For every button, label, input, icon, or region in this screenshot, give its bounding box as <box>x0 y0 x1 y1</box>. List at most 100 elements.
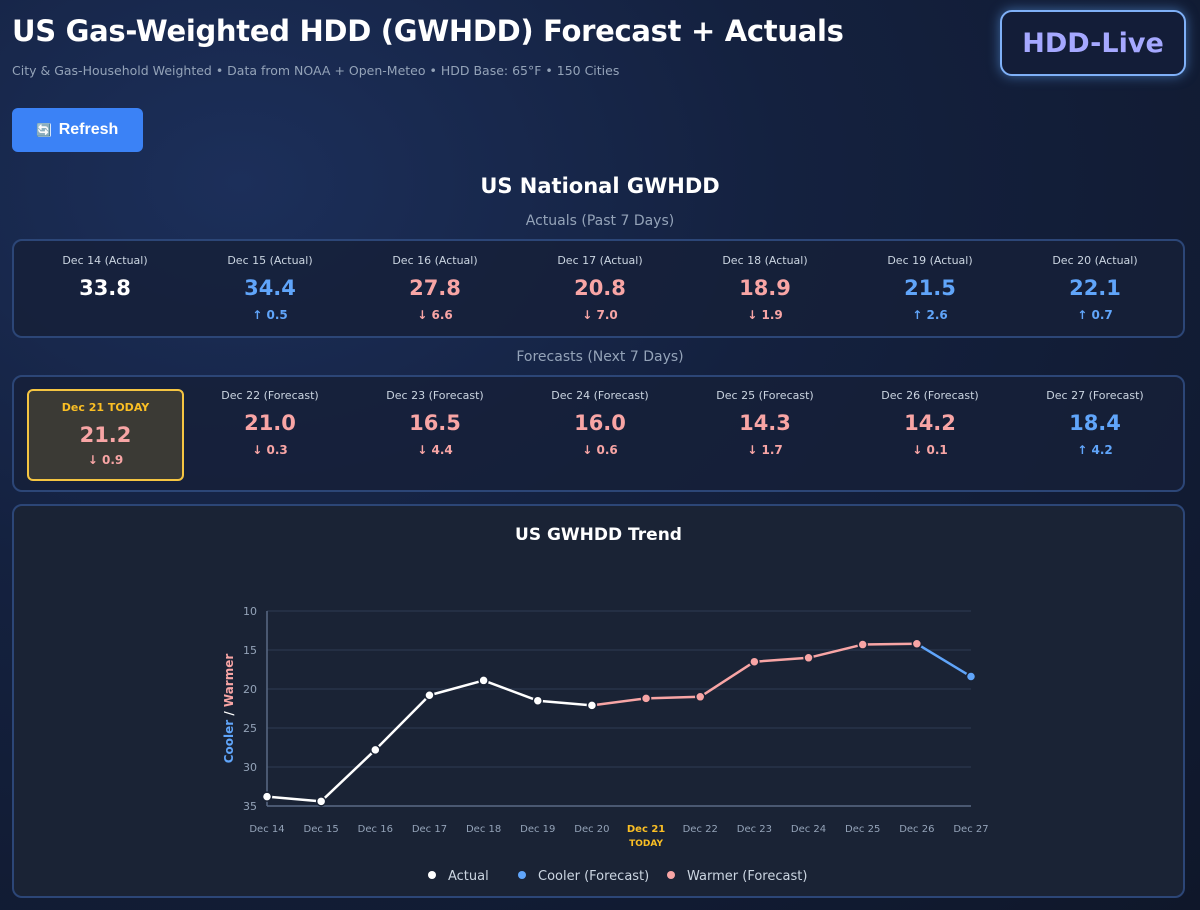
day-card-label: Dec 19 (Actual) <box>887 254 973 267</box>
day-card-label: Dec 14 (Actual) <box>62 254 148 267</box>
series-line-segment <box>265 795 323 803</box>
series-line-segment <box>915 642 973 678</box>
data-point <box>478 675 489 686</box>
day-card: Dec 23 (Forecast) 16.5 ↓ 4.4 <box>357 389 513 457</box>
day-card-change: ↓ 1.9 <box>747 308 783 322</box>
day-card-label: Dec 27 (Forecast) <box>1046 389 1144 402</box>
day-card-label: Dec 15 (Actual) <box>227 254 313 267</box>
x-tick-label: Dec 23 <box>737 824 772 835</box>
data-point <box>424 689 435 701</box>
forecasts-label: Forecasts (Next 7 Days) <box>516 349 684 365</box>
series-line-segment <box>807 643 864 660</box>
day-card: Dec 15 (Actual) 34.4 ↑ 0.5 <box>192 254 348 322</box>
section-title: US National GWHDD <box>480 174 720 198</box>
day-card-change: ↓ 4.4 <box>417 443 453 457</box>
legend-marker <box>518 871 526 879</box>
series-line-segment <box>482 679 540 702</box>
day-card: Dec 19 (Actual) 21.5 ↑ 2.6 <box>852 254 1008 322</box>
day-card: Dec 16 (Actual) 27.8 ↓ 6.6 <box>357 254 513 322</box>
legend-label: Cooler (Forecast) <box>538 869 649 884</box>
day-card-value: 18.9 <box>739 276 791 300</box>
series-line-segment <box>753 656 810 663</box>
y-axis-label-part: Warmer <box>222 654 236 707</box>
day-card-change: ↑ 0.5 <box>252 308 288 322</box>
day-card-label: Dec 24 (Forecast) <box>551 389 649 402</box>
day-card-change: ↓ 1.7 <box>747 443 783 457</box>
today-value: 21.2 <box>79 423 132 447</box>
series-line-segment <box>861 642 919 646</box>
day-card-value: 34.4 <box>244 276 296 300</box>
day-card-label: Dec 22 (Forecast) <box>221 389 319 402</box>
y-axis-label-part: / <box>222 707 236 720</box>
actuals-panel: Dec 14 (Actual) 33.8 Dec 15 (Actual) 34.4 ↑ … <box>12 239 1185 338</box>
day-card: Dec 20 (Actual) 22.1 ↑ 0.7 <box>1017 254 1173 322</box>
day-card-label: Dec 17 (Actual) <box>557 254 643 267</box>
day-card-value: 14.3 <box>739 411 791 435</box>
refresh-icon: 🔄 <box>36 123 52 137</box>
day-card-change: ↓ 0.6 <box>582 443 618 457</box>
data-point <box>857 639 868 650</box>
day-card-value: 21.0 <box>244 411 296 435</box>
day-card-change: ↑ 4.2 <box>1077 443 1113 457</box>
legend-label: Warmer (Forecast) <box>687 869 807 884</box>
data-point <box>315 796 327 807</box>
y-tick-label: 30 <box>243 761 257 774</box>
series-line-segment <box>590 697 648 707</box>
day-card-label: Dec 26 (Forecast) <box>881 389 979 402</box>
day-card-change: ↓ 0.3 <box>252 443 288 457</box>
x-tick-label: Dec 19 <box>520 824 555 835</box>
day-card: Dec 22 (Forecast) 21.0 ↓ 0.3 <box>192 389 348 457</box>
day-card-value: 16.5 <box>409 411 461 435</box>
data-point <box>911 638 923 650</box>
data-point <box>261 791 273 802</box>
today-card: Dec 21 TODAY 21.2 ↓ 0.9 <box>27 389 184 481</box>
page-title: US Gas-Weighted HDD (GWHDD) Forecast + A… <box>12 14 844 48</box>
x-tick-label: Dec 22 <box>683 824 718 835</box>
y-axis-label-part: Cooler <box>222 720 236 764</box>
day-card-label: Dec 23 (Forecast) <box>386 389 484 402</box>
day-card-value: 27.8 <box>409 276 461 300</box>
day-card-label: Dec 18 (Actual) <box>722 254 808 267</box>
day-card-value: 16.0 <box>574 411 626 435</box>
data-point <box>694 691 706 703</box>
day-card: Dec 26 (Forecast) 14.2 ↓ 0.1 <box>852 389 1008 457</box>
day-card: Dec 25 (Forecast) 14.3 ↓ 1.7 <box>687 389 843 457</box>
brand-logo: HDD-Live <box>1000 10 1186 76</box>
y-axis-label: Cooler / Warmer <box>222 654 236 764</box>
series-line-segment <box>374 693 431 752</box>
data-point <box>965 671 977 682</box>
y-tick-label: 10 <box>243 605 257 618</box>
day-card-label: Dec 25 (Forecast) <box>716 389 814 402</box>
x-tick-label: Dec 20 <box>574 824 609 835</box>
x-tick-label: Dec 25 <box>845 824 880 835</box>
series-line-segment <box>319 748 377 803</box>
x-tick-label: Dec 15 <box>304 824 339 835</box>
legend-marker <box>667 871 675 879</box>
trend-chart-panel: US GWHDD Trend 10 15 20 25 30 35 Cooler / Warm… <box>12 504 1185 898</box>
forecasts-panel: Dec 21 TODAY 21.2 ↓ 0.9 Dec 22 (Forecast… <box>12 375 1185 492</box>
x-tick-label: Dec 17 <box>412 824 447 835</box>
data-point <box>532 695 544 706</box>
data-point <box>640 693 652 704</box>
x-tick-label: Dec 16 <box>358 824 393 835</box>
day-card: Dec 24 (Forecast) 16.0 ↓ 0.6 <box>522 389 678 457</box>
x-tick-label: Dec 27 <box>953 824 988 835</box>
today-label: Dec 21 TODAY <box>61 401 150 414</box>
day-card: Dec 14 (Actual) 33.8 <box>27 254 183 308</box>
day-card-value: 21.5 <box>904 276 956 300</box>
data-point <box>749 656 760 667</box>
day-card-change: ↑ 2.6 <box>912 308 948 322</box>
y-tick-label: 25 <box>243 722 257 735</box>
day-card-label: Dec 16 (Actual) <box>392 254 478 267</box>
x-tick-label: Dec 26 <box>899 824 934 835</box>
series-line-segment <box>698 660 756 699</box>
series-line-segment <box>536 699 594 707</box>
day-card-value: 33.8 <box>79 276 131 300</box>
x-tick-label: Dec 21 <box>627 824 665 835</box>
data-point <box>370 744 381 756</box>
page-subtitle: City & Gas-Household Weighted • Data fro… <box>12 63 620 78</box>
day-card-change: ↓ 7.0 <box>582 308 618 322</box>
x-tick-label: Dec 24 <box>791 824 826 835</box>
refresh-button[interactable]: 🔄 Refresh <box>12 108 143 152</box>
day-card: Dec 17 (Actual) 20.8 ↓ 7.0 <box>522 254 678 322</box>
